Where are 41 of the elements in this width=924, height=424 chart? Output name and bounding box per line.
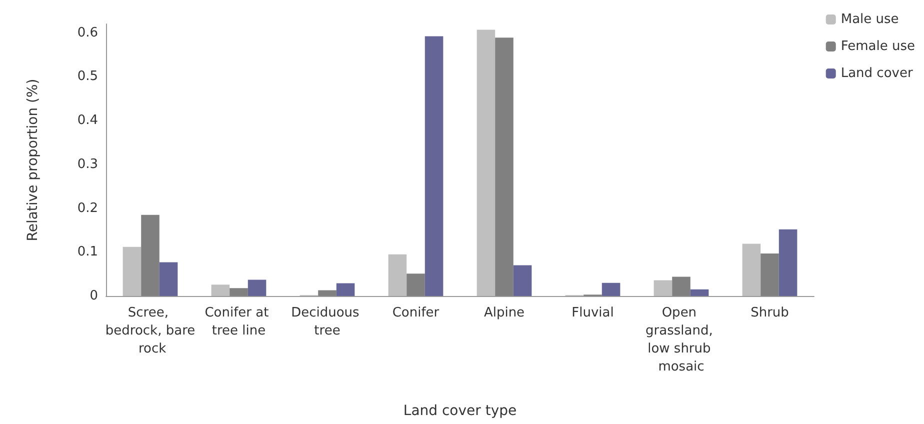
bar <box>760 253 779 296</box>
x-tick-label: Conifer at tree line <box>204 306 273 338</box>
bar <box>742 244 761 296</box>
bar <box>654 280 672 296</box>
bar <box>424 36 444 296</box>
x-tick-label: Deciduous tree <box>291 306 364 338</box>
bar <box>336 283 355 296</box>
x-tick-label: Shrub <box>750 306 789 320</box>
bar <box>690 289 709 296</box>
bar <box>318 290 336 296</box>
x-tick-label: Scree, bedrock, bare rock <box>105 306 196 356</box>
bar <box>230 288 248 296</box>
legend-label: Land cover <box>840 66 914 81</box>
bar <box>122 246 142 296</box>
y-tick-label: 0.1 <box>77 244 98 260</box>
bar <box>248 280 266 296</box>
y-tick-label: 0.5 <box>77 69 98 84</box>
legend-label: Female use <box>840 39 916 54</box>
x-tick-label: Fluvial <box>572 306 614 320</box>
bar <box>388 254 407 296</box>
bar <box>141 214 160 296</box>
bar <box>495 38 514 296</box>
y-tick-label: 0.2 <box>77 200 98 216</box>
x-axis-title: Land cover type <box>403 403 517 419</box>
y-tick-label: 0.4 <box>77 113 98 128</box>
bar <box>672 276 690 296</box>
bar <box>211 284 230 296</box>
y-axis-title: Relative proportion (%) <box>25 78 41 242</box>
bar <box>159 262 178 296</box>
y-tick-label: 0.6 <box>77 25 98 40</box>
legend-label: Male use <box>840 12 899 27</box>
y-tick-label: 0 <box>90 288 98 304</box>
x-tick-label: Conifer <box>392 306 440 320</box>
bar <box>476 30 496 296</box>
x-tick-label: Alpine <box>484 306 525 320</box>
bar <box>513 265 532 296</box>
bar <box>778 229 798 296</box>
bar <box>406 274 425 296</box>
bar <box>602 282 620 296</box>
y-tick-label: 0.3 <box>77 156 98 172</box>
x-tick-label: Open grassland, low shrub mosaic <box>646 306 717 374</box>
